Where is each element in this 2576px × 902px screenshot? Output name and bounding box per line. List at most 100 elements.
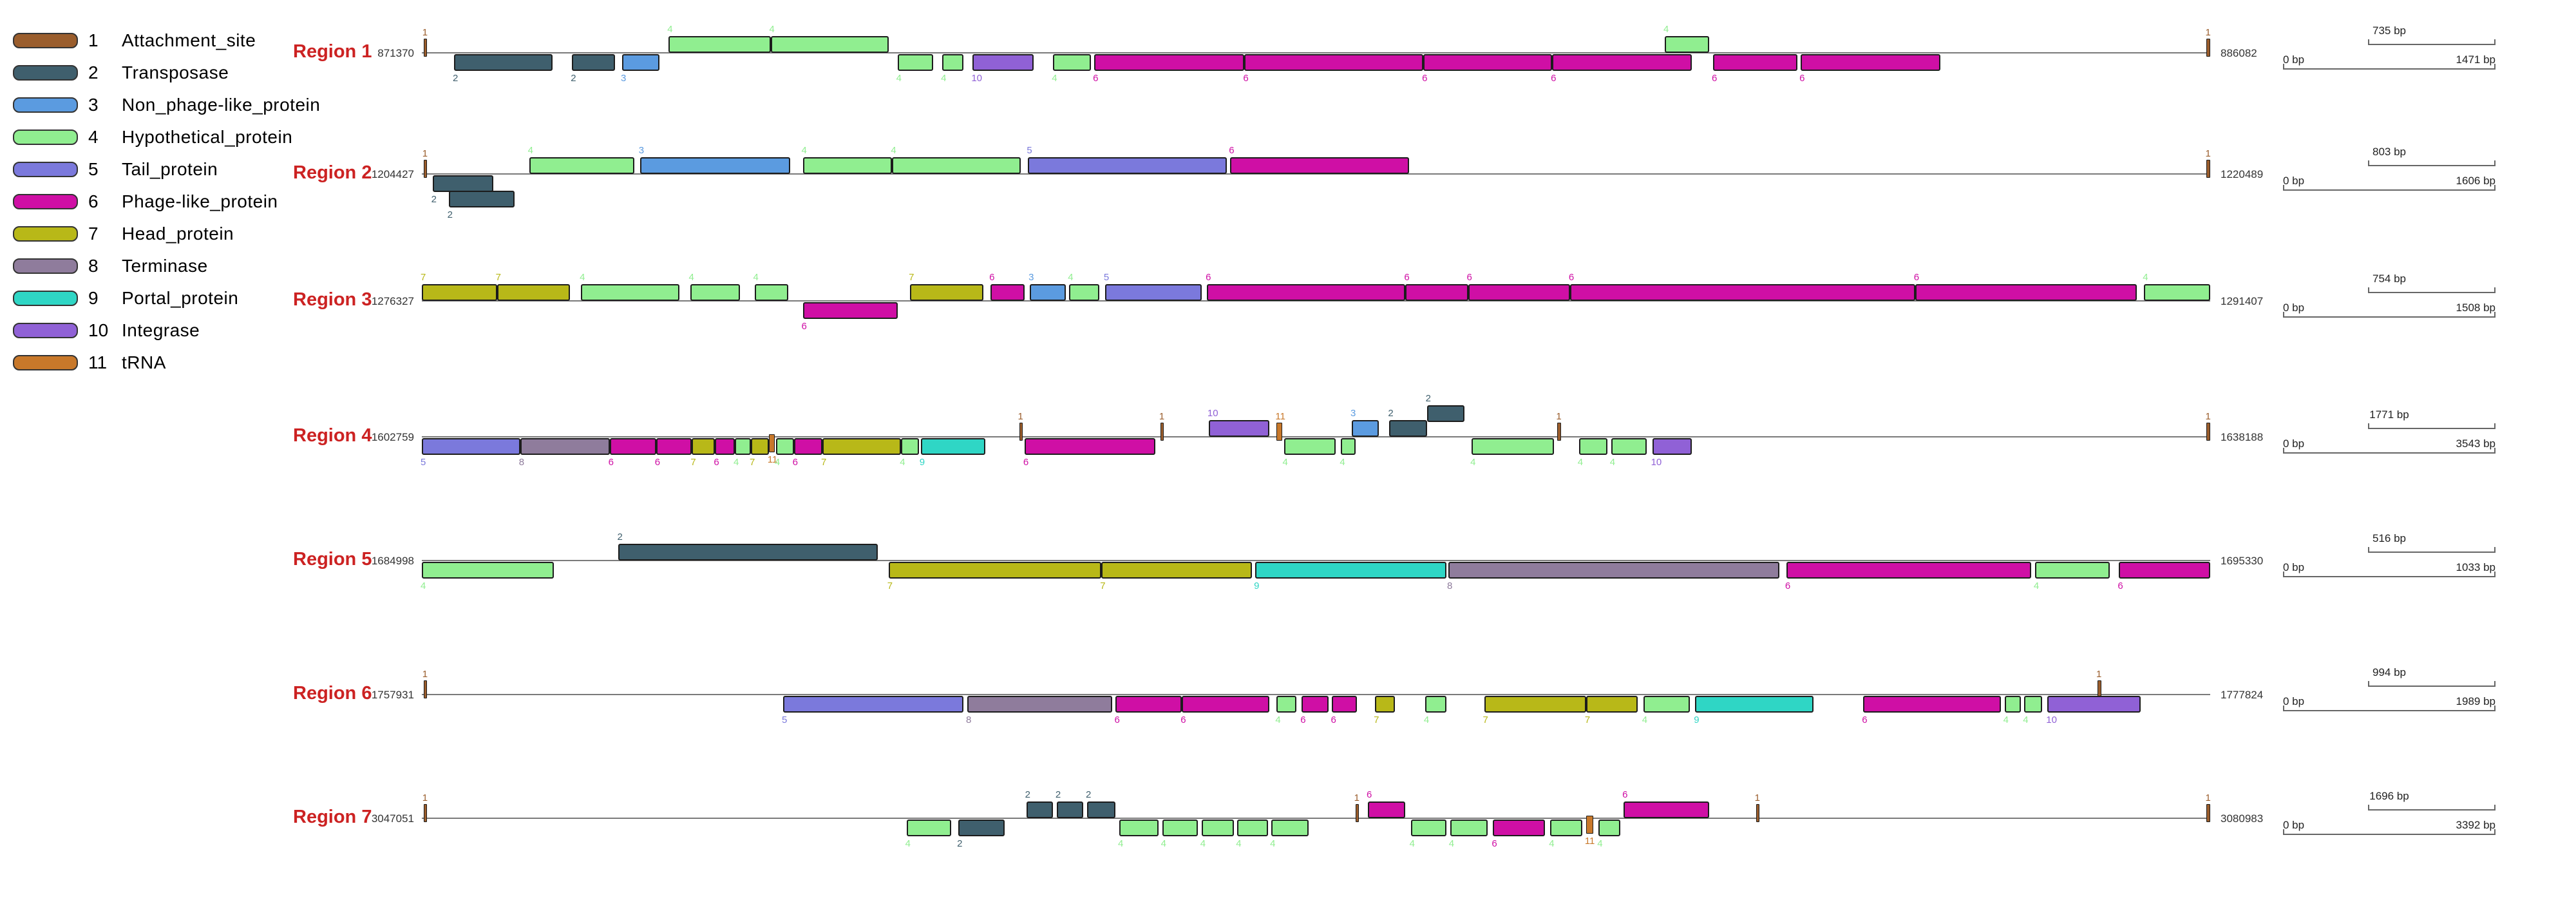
gene-cat-6[interactable] [1024, 438, 1155, 455]
gene-cat-4[interactable] [1598, 820, 1620, 836]
gene-cat-6[interactable] [1182, 696, 1270, 713]
gene-cat-9[interactable] [1255, 562, 1447, 579]
gene-cat-4[interactable] [754, 284, 789, 301]
gene-cat-11[interactable] [768, 434, 775, 452]
gene-cat-9[interactable] [1695, 696, 1814, 713]
gene-cat-3[interactable] [639, 157, 791, 174]
gene-cat-4[interactable] [581, 284, 679, 301]
gene-cat-4[interactable] [422, 562, 554, 579]
gene-cat-6[interactable] [1094, 54, 1245, 71]
gene-cat-6[interactable] [1368, 801, 1406, 818]
gene-cat-4[interactable] [1283, 438, 1336, 455]
gene-cat-4[interactable] [1578, 438, 1608, 455]
gene-cat-4[interactable] [892, 157, 1021, 174]
gene-cat-2[interactable] [1087, 801, 1116, 818]
gene-cat-2[interactable] [432, 175, 494, 192]
gene-cat-7[interactable] [1101, 562, 1252, 579]
gene-cat-3[interactable] [1352, 420, 1379, 437]
gene-cat-1[interactable] [423, 804, 428, 822]
gene-cat-6[interactable] [1468, 284, 1570, 301]
gene-cat-6[interactable] [1786, 562, 2032, 579]
gene-cat-4[interactable] [1237, 820, 1268, 836]
gene-cat-4[interactable] [2024, 696, 2042, 713]
gene-cat-1[interactable] [1355, 804, 1359, 822]
gene-cat-6[interactable] [2119, 562, 2210, 579]
gene-cat-4[interactable] [1201, 820, 1234, 836]
gene-cat-6[interactable] [1915, 284, 2137, 301]
gene-cat-7[interactable] [888, 562, 1102, 579]
gene-cat-4[interactable] [1611, 438, 1647, 455]
gene-cat-8[interactable] [520, 438, 610, 455]
gene-cat-6[interactable] [1569, 284, 1915, 301]
gene-cat-10[interactable] [1652, 438, 1692, 455]
gene-cat-1[interactable] [423, 160, 428, 178]
gene-cat-4[interactable] [1276, 696, 1296, 713]
gene-cat-11[interactable] [1276, 423, 1282, 441]
gene-cat-5[interactable] [782, 696, 964, 713]
gene-cat-4[interactable] [1410, 820, 1447, 836]
gene-cat-6[interactable] [1863, 696, 2002, 713]
gene-cat-4[interactable] [775, 438, 794, 455]
gene-cat-6[interactable] [1115, 696, 1182, 713]
gene-cat-5[interactable] [422, 438, 520, 455]
gene-cat-4[interactable] [901, 438, 919, 455]
gene-cat-4[interactable] [897, 54, 934, 71]
gene-cat-4[interactable] [1425, 696, 1447, 713]
gene-cat-6[interactable] [609, 438, 656, 455]
gene-cat-6[interactable] [656, 438, 692, 455]
gene-cat-4[interactable] [668, 36, 771, 53]
gene-cat-2[interactable] [572, 54, 615, 71]
gene-cat-4[interactable] [734, 438, 751, 455]
gene-cat-1[interactable] [2206, 39, 2210, 57]
gene-cat-4[interactable] [690, 284, 741, 301]
gene-cat-4[interactable] [2034, 562, 2110, 579]
gene-cat-4[interactable] [2004, 696, 2021, 713]
gene-cat-2[interactable] [448, 191, 515, 207]
gene-cat-4[interactable] [1053, 54, 1091, 71]
gene-cat-4[interactable] [1271, 820, 1309, 836]
gene-cat-6[interactable] [1405, 284, 1468, 301]
gene-cat-7[interactable] [910, 284, 983, 301]
gene-cat-10[interactable] [1208, 420, 1270, 437]
gene-cat-6[interactable] [1207, 284, 1406, 301]
gene-cat-1[interactable] [1019, 423, 1023, 441]
gene-cat-1[interactable] [423, 680, 428, 698]
gene-cat-2[interactable] [1426, 405, 1464, 422]
gene-cat-1[interactable] [1756, 804, 1760, 822]
gene-cat-6[interactable] [1244, 54, 1424, 71]
gene-cat-3[interactable] [1030, 284, 1066, 301]
gene-cat-6[interactable] [1712, 54, 1797, 71]
gene-cat-6[interactable] [1493, 820, 1545, 836]
gene-cat-2[interactable] [1056, 801, 1084, 818]
gene-cat-1[interactable] [1160, 423, 1164, 441]
gene-cat-6[interactable] [1230, 157, 1409, 174]
gene-cat-4[interactable] [1643, 696, 1690, 713]
gene-cat-4[interactable] [770, 36, 889, 53]
gene-cat-7[interactable] [692, 438, 715, 455]
gene-cat-4[interactable] [906, 820, 951, 836]
gene-cat-5[interactable] [1028, 157, 1227, 174]
gene-cat-4[interactable] [1341, 438, 1356, 455]
gene-cat-4[interactable] [1162, 820, 1198, 836]
gene-cat-4[interactable] [1665, 36, 1710, 53]
gene-cat-10[interactable] [2047, 696, 2141, 713]
gene-cat-1[interactable] [2206, 423, 2210, 441]
gene-cat-4[interactable] [1550, 820, 1583, 836]
gene-cat-6[interactable] [1624, 801, 1710, 818]
gene-cat-4[interactable] [2144, 284, 2210, 301]
gene-cat-11[interactable] [1586, 816, 1593, 834]
gene-cat-1[interactable] [423, 39, 428, 57]
gene-cat-6[interactable] [990, 284, 1025, 301]
gene-cat-6[interactable] [1332, 696, 1358, 713]
gene-cat-6[interactable] [1552, 54, 1692, 71]
gene-cat-6[interactable] [1801, 54, 1940, 71]
gene-cat-1[interactable] [2206, 160, 2210, 178]
gene-cat-7[interactable] [1375, 696, 1395, 713]
gene-cat-1[interactable] [1557, 423, 1561, 441]
gene-cat-6[interactable] [1423, 54, 1553, 71]
gene-cat-7[interactable] [422, 284, 497, 301]
gene-cat-5[interactable] [1104, 284, 1202, 301]
gene-cat-2[interactable] [618, 544, 878, 561]
gene-cat-3[interactable] [622, 54, 660, 71]
gene-cat-6[interactable] [1302, 696, 1329, 713]
